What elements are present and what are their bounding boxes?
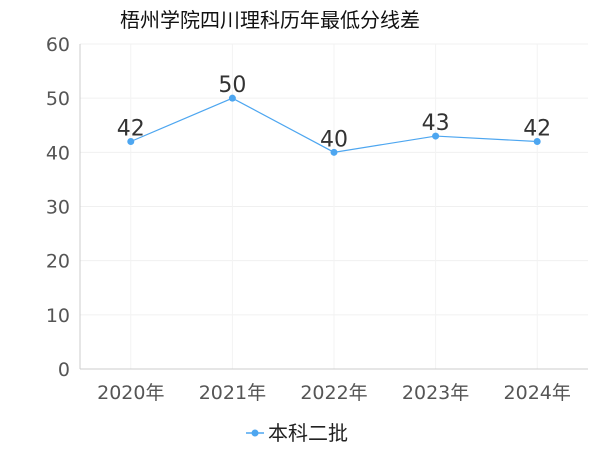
data-point[interactable] (533, 138, 541, 145)
x-tick-label: 2023年 (402, 382, 469, 404)
x-axis-tick-labels: 2020年 2021年 2022年 2023年 2024年 (97, 382, 571, 404)
chart-title: 梧州学院四川理科历年最低分线差 (120, 8, 420, 32)
data-point[interactable] (432, 132, 440, 140)
x-tick-label: 2020年 (97, 382, 164, 404)
y-tick-label: 50 (46, 88, 70, 110)
data-point[interactable] (228, 94, 236, 102)
data-points (127, 94, 541, 156)
y-tick-label: 60 (46, 34, 70, 56)
x-tick-label: 2021年 (199, 382, 266, 404)
data-point[interactable] (127, 138, 135, 145)
data-label: 42 (117, 117, 145, 142)
y-tick-label: 0 (58, 359, 70, 381)
x-tick-label: 2022年 (300, 382, 367, 404)
data-label: 43 (422, 111, 450, 136)
data-labels: 42 50 40 43 42 (117, 73, 551, 152)
y-tick-label: 20 (46, 251, 70, 273)
data-label: 40 (320, 127, 348, 152)
axes (79, 44, 588, 370)
grid-lines (80, 43, 588, 369)
legend-point-marker (251, 429, 259, 437)
y-tick-label: 30 (46, 197, 70, 219)
data-label: 42 (523, 117, 551, 142)
y-tick-label: 40 (46, 142, 70, 164)
data-label: 50 (218, 73, 246, 98)
legend[interactable]: 本科二批 (246, 421, 348, 445)
y-tick-label: 10 (46, 305, 70, 327)
x-tick-label: 2024年 (504, 382, 571, 404)
y-axis-tick-labels: 0 10 20 30 40 50 60 (46, 34, 70, 381)
legend-label: 本科二批 (268, 421, 348, 445)
data-point[interactable] (330, 148, 338, 156)
